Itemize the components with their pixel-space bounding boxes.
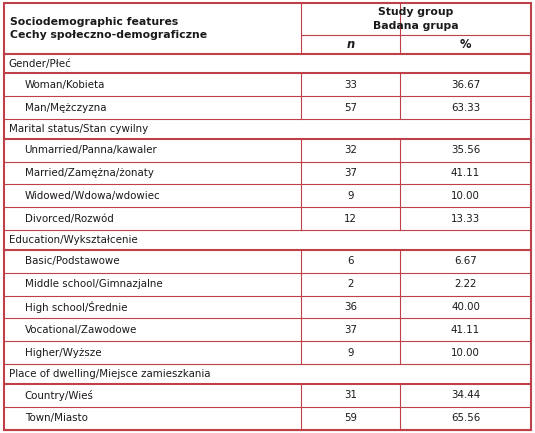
Text: Basic/Podstawowe: Basic/Podstawowe: [25, 256, 119, 266]
Text: 65.56: 65.56: [451, 413, 480, 423]
Text: 6: 6: [347, 256, 354, 266]
Text: 10.00: 10.00: [451, 191, 480, 201]
Text: 9: 9: [347, 191, 354, 201]
Text: 9: 9: [347, 348, 354, 358]
Text: Higher/Wyższe: Higher/Wyższe: [25, 348, 101, 358]
Text: 12: 12: [344, 214, 357, 224]
Text: 37: 37: [344, 325, 357, 335]
Text: 32: 32: [344, 145, 357, 155]
Text: n: n: [346, 38, 355, 51]
Text: Gender/Płeć: Gender/Płeć: [9, 58, 72, 68]
Text: 31: 31: [344, 390, 357, 400]
Text: Sociodemographic features
Cechy społeczno-demograficzne: Sociodemographic features Cechy społeczn…: [10, 17, 207, 40]
Text: 40.00: 40.00: [451, 302, 480, 312]
Text: 41.11: 41.11: [451, 168, 480, 178]
Text: Unmarried/Panna/kawaler: Unmarried/Panna/kawaler: [25, 145, 157, 155]
Text: Vocational/Zawodowe: Vocational/Zawodowe: [25, 325, 137, 335]
Text: 10.00: 10.00: [451, 348, 480, 358]
Text: 13.33: 13.33: [451, 214, 480, 224]
Text: Married/Zamężna/żonaty: Married/Zamężna/żonaty: [25, 168, 154, 178]
Text: Divorced/Rozwód: Divorced/Rozwód: [25, 214, 113, 224]
Text: 36: 36: [344, 302, 357, 312]
Text: Country/Wieś: Country/Wieś: [25, 390, 94, 401]
Text: Woman/Kobieta: Woman/Kobieta: [25, 80, 105, 90]
Text: 41.11: 41.11: [451, 325, 480, 335]
Text: 33: 33: [344, 80, 357, 90]
Text: 2: 2: [347, 279, 354, 289]
Text: Middle school/Gimnazjalne: Middle school/Gimnazjalne: [25, 279, 162, 289]
Text: 57: 57: [344, 103, 357, 113]
Text: Town/Miasto: Town/Miasto: [25, 413, 88, 423]
Text: 59: 59: [344, 413, 357, 423]
Text: Man/Mężczyzna: Man/Mężczyzna: [25, 103, 106, 113]
Text: Marital status/Stan cywilny: Marital status/Stan cywilny: [9, 124, 148, 134]
Text: 35.56: 35.56: [451, 145, 480, 155]
Text: 36.67: 36.67: [451, 80, 480, 90]
Text: High school/Średnie: High school/Średnie: [25, 301, 127, 313]
Text: %: %: [460, 38, 471, 51]
Text: 2.22: 2.22: [454, 279, 477, 289]
Text: Widowed/Wdowa/wdowiec: Widowed/Wdowa/wdowiec: [25, 191, 160, 201]
Text: Study group
Badana grupa: Study group Badana grupa: [373, 7, 458, 31]
Text: 34.44: 34.44: [451, 390, 480, 400]
Text: 6.67: 6.67: [454, 256, 477, 266]
Text: 37: 37: [344, 168, 357, 178]
Text: 63.33: 63.33: [451, 103, 480, 113]
Text: Place of dwelling/Miejsce zamieszkania: Place of dwelling/Miejsce zamieszkania: [9, 369, 210, 379]
Text: Education/Wykształcenie: Education/Wykształcenie: [9, 235, 137, 245]
